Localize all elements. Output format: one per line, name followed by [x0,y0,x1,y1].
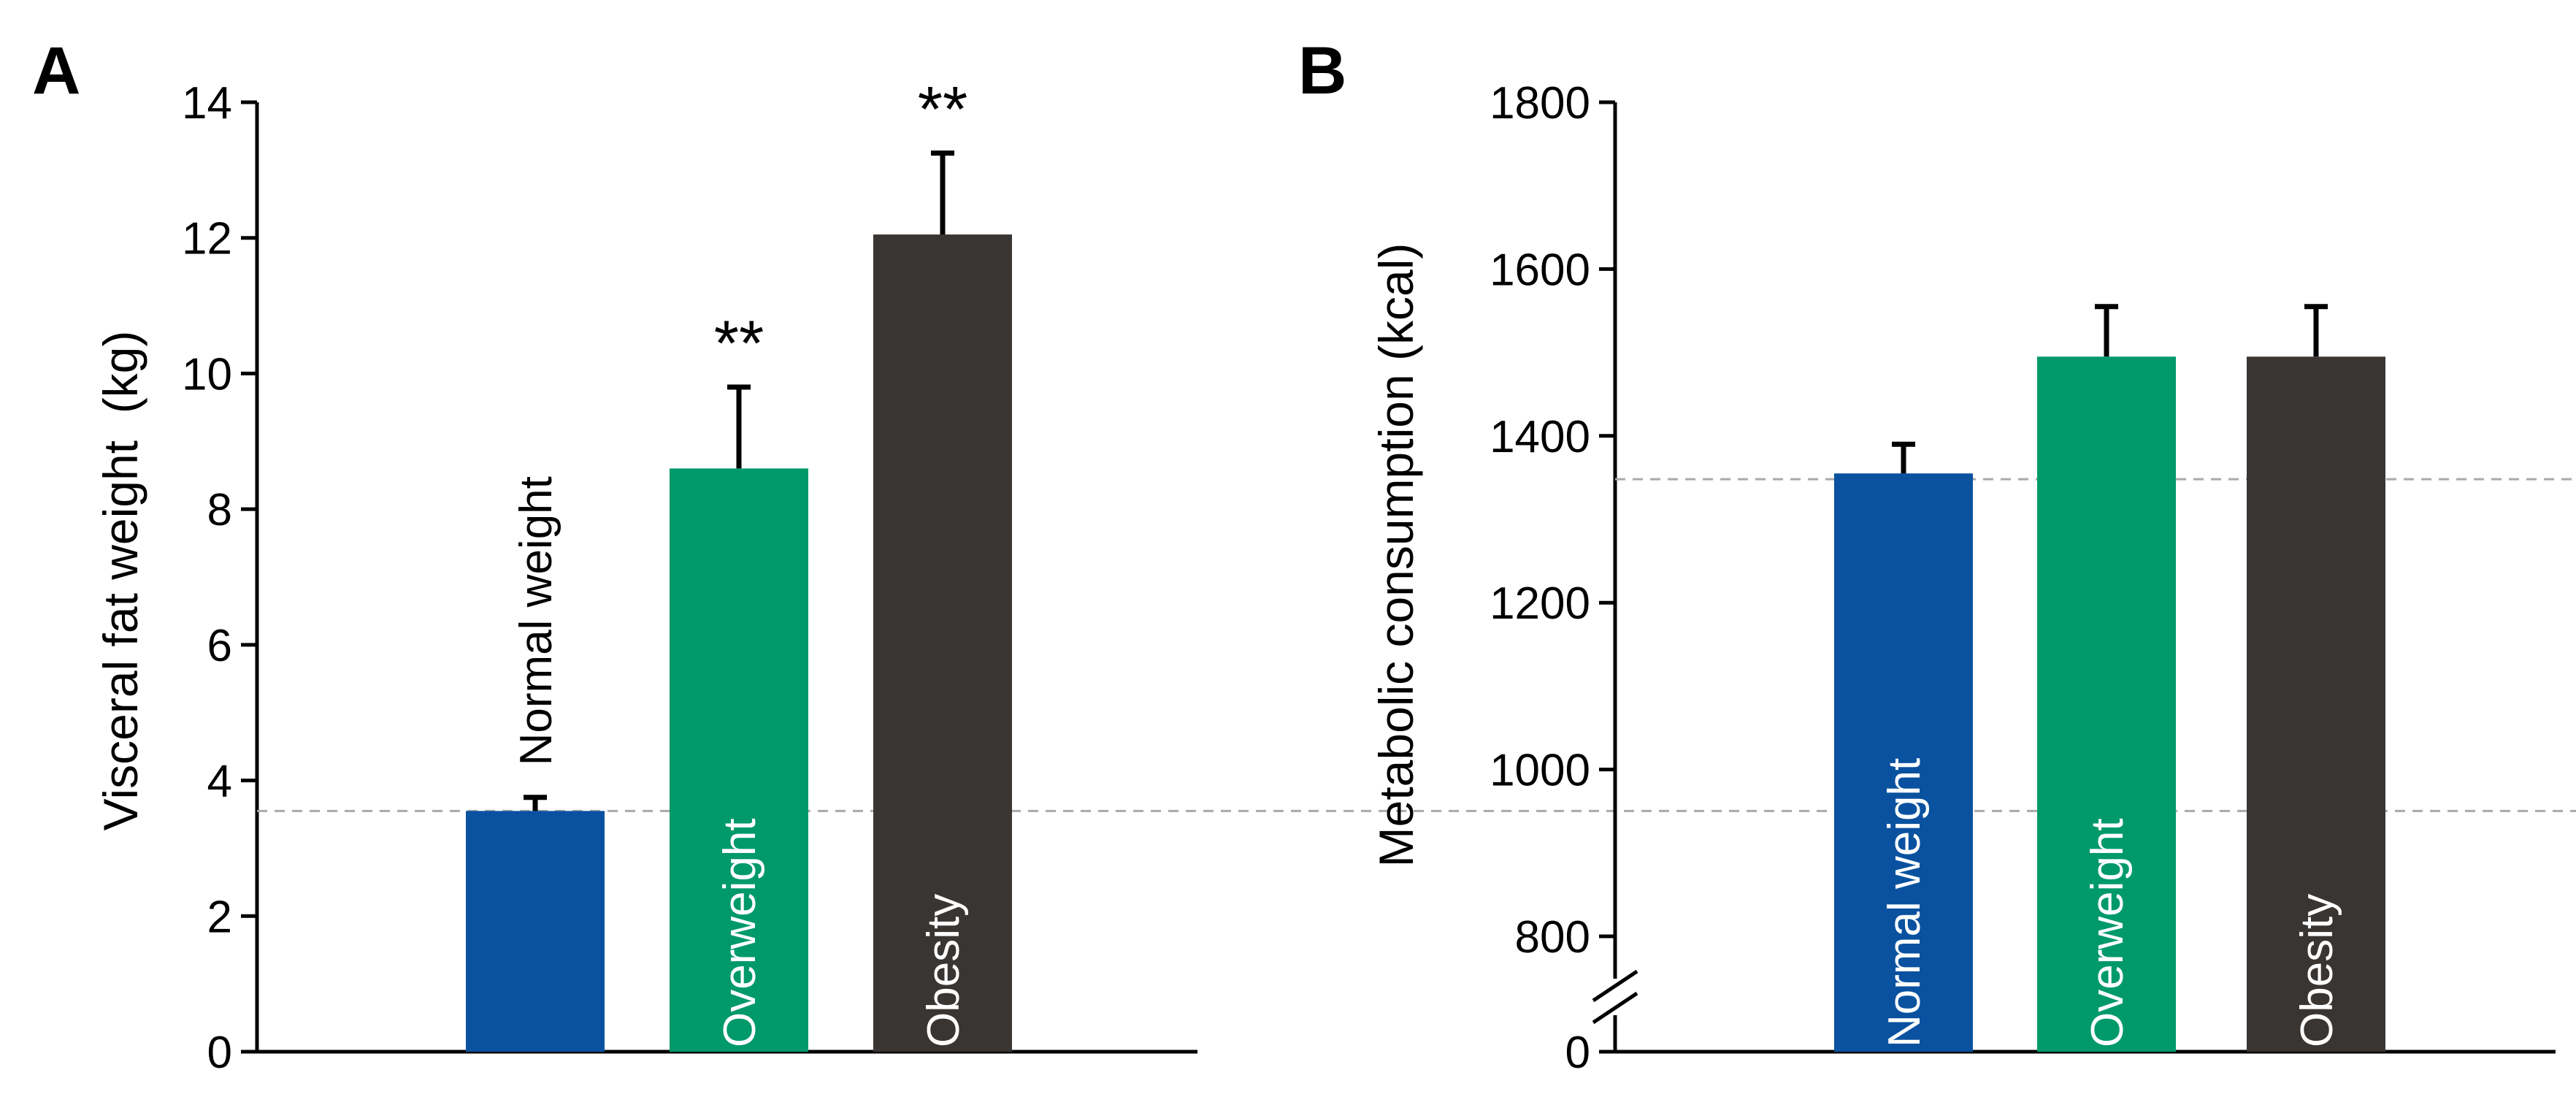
panel-a-y-axis-title: Visceral fat weight (kg) [93,331,147,831]
panel-b-error-bar [2095,304,2118,357]
panel-b-y-tick-label: 1200 [1490,578,1590,629]
panel-a-category-label: Overweight [715,818,765,1047]
panel-b-letter: B [1298,34,1346,108]
panel-a: A Visceral fat weight (kg) 0 2 4 6 8 10 12 14 No… [32,34,2576,1078]
panel-b-y-tick-label: 1600 [1490,245,1590,295]
panel-b: B Metabolic consumption (kcal) 0 800 1000 1… [1298,34,2576,1078]
panel-a-y-tick-label: 0 [207,1028,232,1078]
panel-a-significance-marker: ** [714,307,764,379]
panel-b-axis-break [1592,969,1638,1025]
panel-a-y-tick-label: 12 [182,214,232,264]
panel-b-bar-over [2037,356,2176,1052]
panel-a-y-tick-label: 14 [182,78,232,129]
panel-a-y-tick-label: 10 [182,349,232,400]
panel-a-bar-normal [466,811,605,1052]
panel-a-bar-obese [873,234,1012,1052]
panel-a-category-label: Normal weight [511,476,561,765]
panel-b-error-bar [2304,304,2328,357]
panel-a-error-bar [727,384,751,469]
panel-b-y-tick-label: 0 [1565,1028,1590,1078]
panel-a-error-bar [524,795,547,811]
panel-b-y-tick-label: 1800 [1490,78,1590,129]
panel-a-y-tick-label: 2 [207,892,232,942]
panel-a-bar-over [670,468,808,1052]
panel-a-error-bar [931,150,954,235]
panel-b-error-bar [1892,441,1915,474]
panel-b-y-tick-label: 1400 [1490,412,1590,462]
panel-a-y-tick-label: 4 [207,757,232,807]
panel-a-y-tick-label: 8 [207,485,232,535]
panel-a-letter: A [32,34,80,108]
panel-b-category-label: Obesity [2292,894,2342,1047]
panel-b-bar-obese [2247,356,2385,1052]
panel-b-bar-normal [1834,473,1973,1052]
panel-a-significance-marker: ** [918,73,968,145]
panel-b-category-label: Normal weight [1879,758,1930,1047]
panel-a-category-label: Obesity [919,894,969,1047]
panel-b-y-axis-title: Metabolic consumption (kcal) [1369,243,1423,868]
panel-b-category-label: Overweight [2082,818,2133,1047]
panel-b-y-tick-label: 800 [1515,912,1590,963]
panel-a-y-tick-label: 6 [207,621,232,671]
panel-b-y-tick-label: 1000 [1490,746,1590,796]
